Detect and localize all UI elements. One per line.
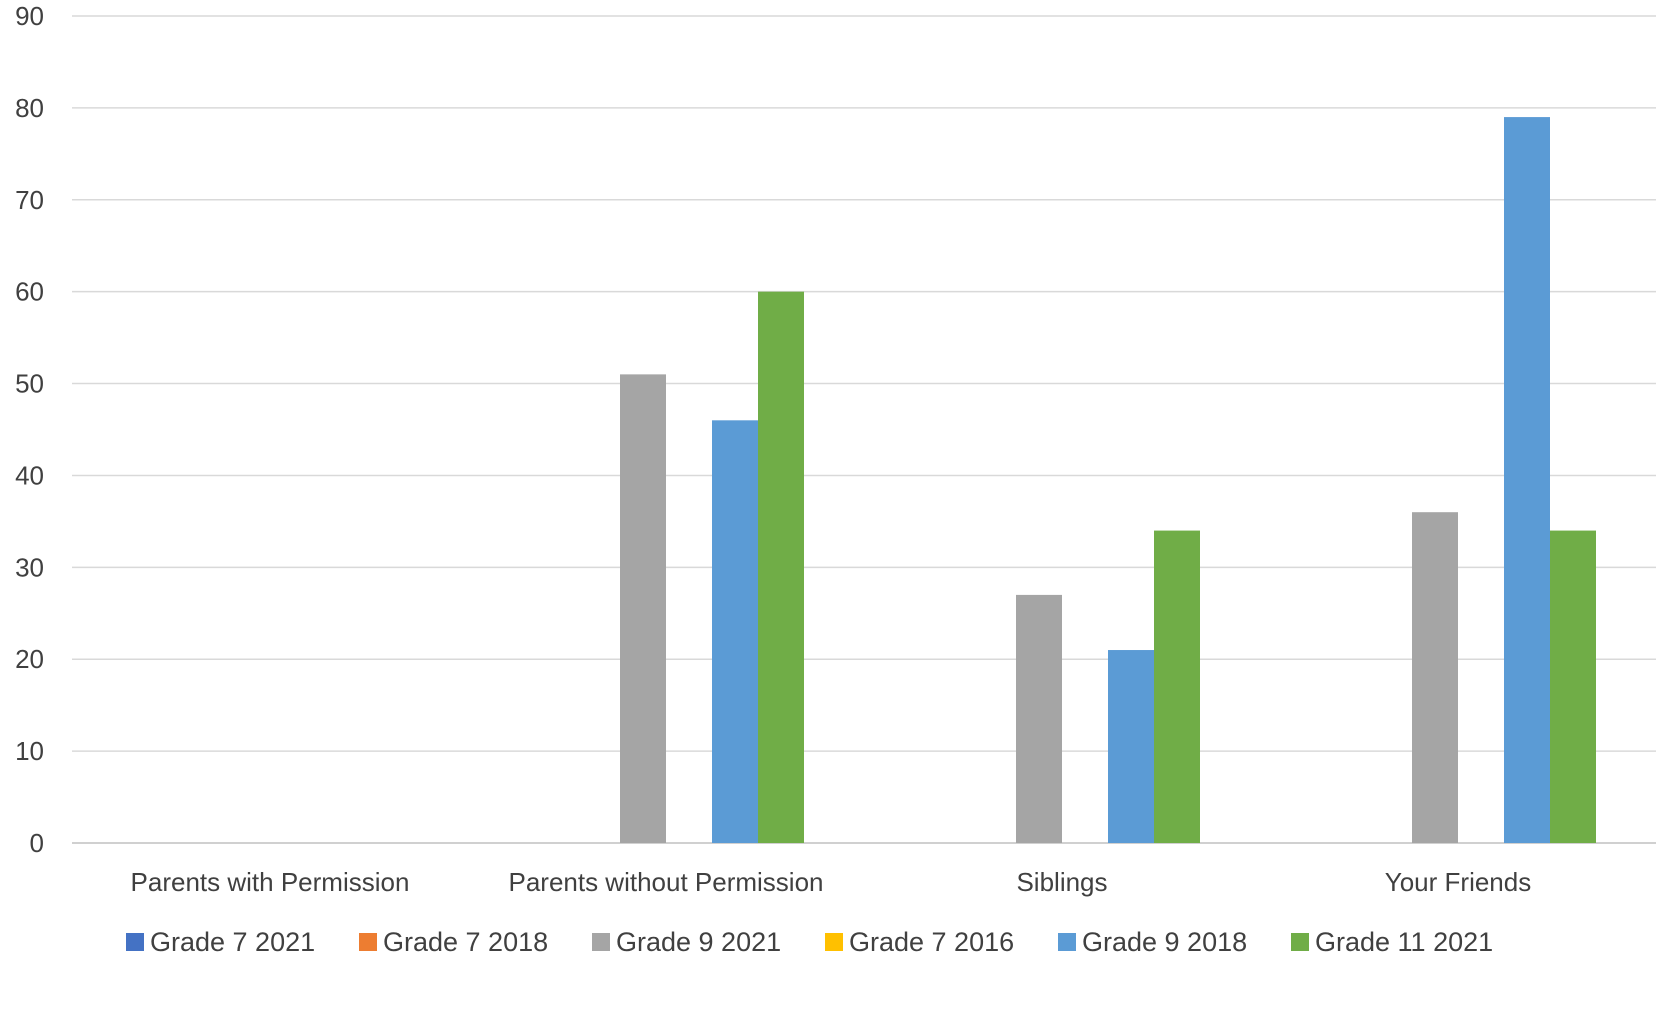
bars	[620, 117, 1596, 844]
legend-item-grade-11-2021: Grade 11 2021	[1291, 927, 1493, 957]
y-axis-ticks: 0 10 20 30 40 50 60 70 80 90	[15, 1, 44, 858]
x-tick-label: Parents with Permission	[131, 867, 410, 897]
legend-label: Grade 11 2021	[1315, 927, 1493, 957]
y-tick-label: 0	[30, 828, 44, 858]
bar-grade-11-2021-3	[1550, 530, 1596, 843]
y-tick-label: 70	[15, 185, 44, 215]
y-tick-label: 60	[15, 277, 44, 307]
legend-label: Grade 7 2016	[849, 927, 1014, 957]
legend: Grade 7 2021 Grade 7 2018 Grade 9 2021 Grad…	[126, 927, 1493, 957]
bar-grade-9-2021-2	[1016, 594, 1062, 843]
bar-grade-9-2018-2	[1108, 650, 1154, 843]
y-tick-label: 30	[15, 552, 44, 582]
legend-item-grade-7-2018: Grade 7 2018	[359, 927, 548, 957]
bar-grade-9-2021-1	[620, 374, 666, 843]
x-tick-label: Siblings	[1016, 867, 1107, 897]
legend-swatch	[1291, 933, 1309, 951]
legend-item-grade-9-2021: Grade 9 2021	[592, 927, 781, 957]
y-tick-label: 20	[15, 644, 44, 674]
y-tick-label: 40	[15, 460, 44, 490]
bar-grade-11-2021-2	[1154, 530, 1200, 843]
legend-swatch	[359, 933, 377, 951]
legend-label: Grade 7 2021	[150, 927, 315, 957]
x-tick-label: Parents without Permission	[508, 867, 823, 897]
x-axis-ticks: Parents with Permission Parents without P…	[131, 867, 1532, 897]
legend-swatch	[1058, 933, 1076, 951]
bar-grade-9-2018-1	[712, 420, 758, 843]
legend-swatch	[592, 933, 610, 951]
x-tick-label: Your Friends	[1385, 867, 1531, 897]
legend-item-grade-7-2021: Grade 7 2021	[126, 927, 315, 957]
legend-swatch	[126, 933, 144, 951]
gridlines	[72, 15, 1656, 844]
legend-label: Grade 7 2018	[383, 927, 548, 957]
legend-label: Grade 9 2021	[616, 927, 781, 957]
y-tick-label: 80	[15, 93, 44, 123]
legend-item-grade-7-2016: Grade 7 2016	[825, 927, 1014, 957]
y-tick-label: 10	[15, 736, 44, 766]
legend-item-grade-9-2018: Grade 9 2018	[1058, 927, 1247, 957]
bar-grade-11-2021-1	[758, 291, 804, 844]
bar-grade-9-2018-3	[1504, 117, 1550, 844]
legend-label: Grade 9 2018	[1082, 927, 1247, 957]
y-tick-label: 50	[15, 369, 44, 399]
legend-swatch	[825, 933, 843, 951]
bar-grade-9-2021-3	[1412, 512, 1458, 843]
y-tick-label: 90	[15, 1, 44, 31]
